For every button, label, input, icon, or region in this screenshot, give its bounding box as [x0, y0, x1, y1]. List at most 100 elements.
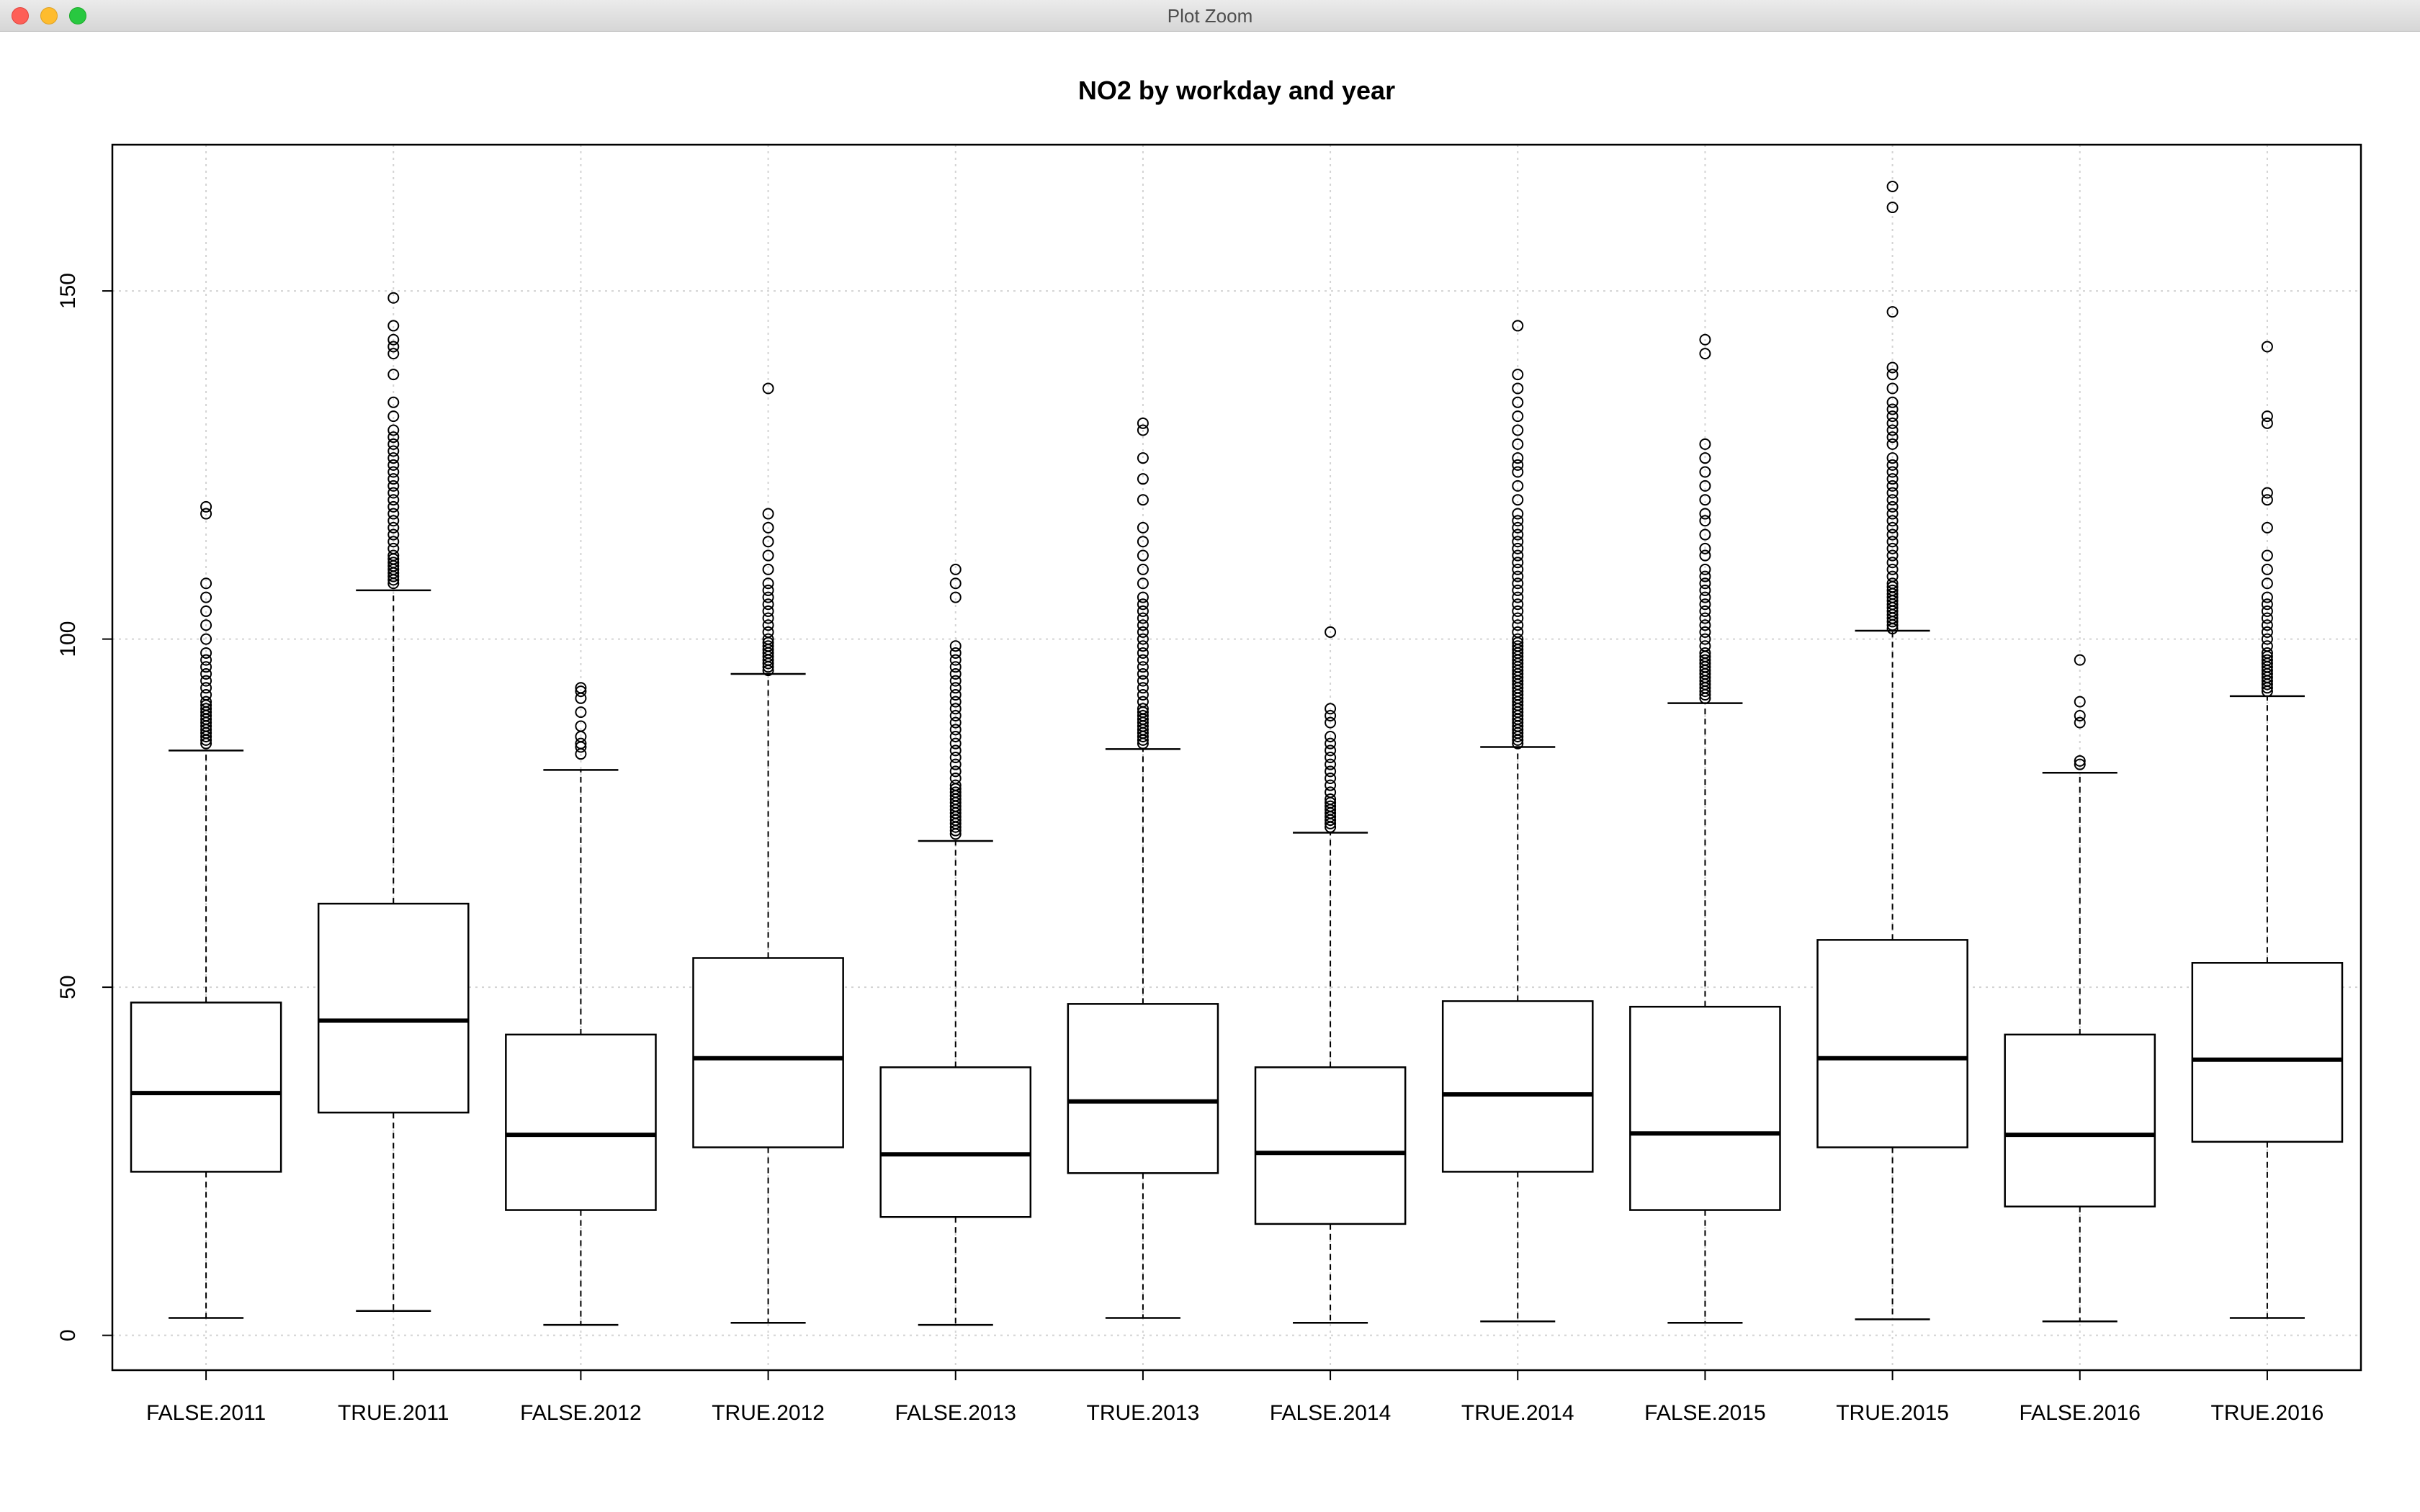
outlier-point — [2261, 494, 2273, 506]
outlier-point — [949, 688, 962, 701]
outlier-point — [1512, 410, 1524, 423]
x-tick-label: TRUE.2014 — [1461, 1401, 1574, 1425]
outlier-point — [1512, 369, 1524, 381]
outlier-point — [387, 508, 400, 520]
outlier-point — [1325, 752, 1337, 763]
box-iqr — [1254, 1066, 1407, 1225]
zoom-window-button[interactable] — [69, 7, 86, 24]
outlier-point — [949, 716, 962, 729]
outlier-point — [1699, 598, 1711, 611]
outlier-point — [2261, 612, 2273, 624]
outlier-point — [1512, 466, 1524, 478]
outlier-point — [1512, 438, 1524, 450]
outlier-point — [1699, 542, 1711, 554]
outlier-point — [2261, 626, 2273, 638]
boxplot-chart: NO2 by workday and year 0 50 100 150 FALSE.20… — [56, 76, 2362, 1425]
outlier-point — [1886, 424, 1899, 436]
outlier-point — [387, 333, 400, 346]
outlier-point — [1512, 598, 1524, 611]
chart-title: NO2 by workday and year — [1078, 76, 1395, 105]
outlier-point — [762, 584, 774, 596]
outlier-point — [1886, 584, 1899, 596]
outlier-point — [1325, 779, 1337, 791]
outlier-point — [2261, 647, 2273, 659]
outlier-point — [387, 536, 400, 548]
outlier-point — [949, 640, 962, 652]
outlier-point — [1886, 417, 1899, 429]
outlier-point — [1512, 626, 1524, 638]
outlier-point — [387, 473, 400, 485]
outlier-point — [200, 500, 212, 513]
outlier-point — [387, 515, 400, 527]
outlier-point — [2261, 640, 2273, 652]
outlier-point — [1886, 515, 1899, 527]
outlier-point — [575, 737, 587, 750]
close-window-button[interactable] — [12, 7, 29, 24]
outlier-point — [200, 667, 212, 680]
outlier-point — [1325, 793, 1337, 806]
outlier-point — [1886, 438, 1899, 450]
outlier-point — [1512, 640, 1524, 652]
outlier-point — [1137, 647, 1149, 659]
outlier-point — [1886, 396, 1899, 408]
outlier-point — [387, 557, 400, 569]
outlier-point — [1137, 675, 1149, 687]
outlier-point — [1137, 612, 1149, 624]
outlier-point — [387, 348, 400, 360]
outlier-point — [762, 633, 774, 645]
outlier-point — [949, 779, 962, 791]
outlier-point — [1137, 667, 1149, 680]
outlier-point — [1512, 382, 1524, 395]
box-iqr — [317, 902, 470, 1114]
outlier-point — [1137, 536, 1149, 548]
outlier-point — [1512, 494, 1524, 506]
outlier-point — [1512, 424, 1524, 436]
outlier-point — [1137, 424, 1149, 436]
outlier-point — [1699, 570, 1711, 582]
outlier-point — [1886, 536, 1899, 548]
outlier-point — [200, 682, 212, 694]
outlier-point — [1325, 773, 1337, 785]
outlier-point — [387, 396, 400, 408]
minimize-window-button[interactable] — [40, 7, 58, 24]
outlier-point — [1325, 737, 1337, 750]
outlier-point — [1886, 487, 1899, 499]
outlier-point — [1512, 480, 1524, 492]
outlier-point — [200, 591, 212, 603]
box-iqr — [1441, 1000, 1594, 1173]
x-tick-label: FALSE.2011 — [146, 1401, 266, 1425]
outlier-point — [1699, 549, 1711, 562]
outlier-point — [2261, 598, 2273, 611]
outlier-point — [1699, 591, 1711, 603]
outlier-point — [1137, 654, 1149, 666]
outlier-point — [762, 598, 774, 611]
outlier-point — [762, 549, 774, 562]
outlier-point — [949, 703, 962, 715]
outlier-point — [1137, 417, 1149, 429]
outlier-point — [1325, 800, 1337, 812]
outlier-point — [1886, 508, 1899, 520]
outlier-point — [1512, 521, 1524, 534]
outlier-point — [762, 521, 774, 534]
outlier-point — [1137, 626, 1149, 638]
outlier-point — [949, 744, 962, 757]
outlier-point — [1137, 473, 1149, 485]
outlier-point — [1325, 626, 1337, 638]
outlier-point — [387, 521, 400, 534]
outlier-point — [200, 654, 212, 666]
outlier-point — [1137, 688, 1149, 701]
outlier-point — [2261, 577, 2273, 590]
outlier-point — [200, 619, 212, 631]
outlier-point — [1137, 696, 1149, 708]
outlier-point — [1137, 619, 1149, 631]
outlier-point — [949, 786, 962, 798]
outlier-point — [949, 591, 962, 603]
outlier-point — [200, 605, 212, 617]
outlier-point — [1512, 557, 1524, 569]
outlier-point — [200, 647, 212, 659]
outlier-point — [575, 685, 587, 698]
y-tick-label: 100 — [56, 621, 80, 657]
outlier-point — [200, 688, 212, 701]
outlier-point — [949, 709, 962, 721]
outlier-point — [949, 563, 962, 575]
